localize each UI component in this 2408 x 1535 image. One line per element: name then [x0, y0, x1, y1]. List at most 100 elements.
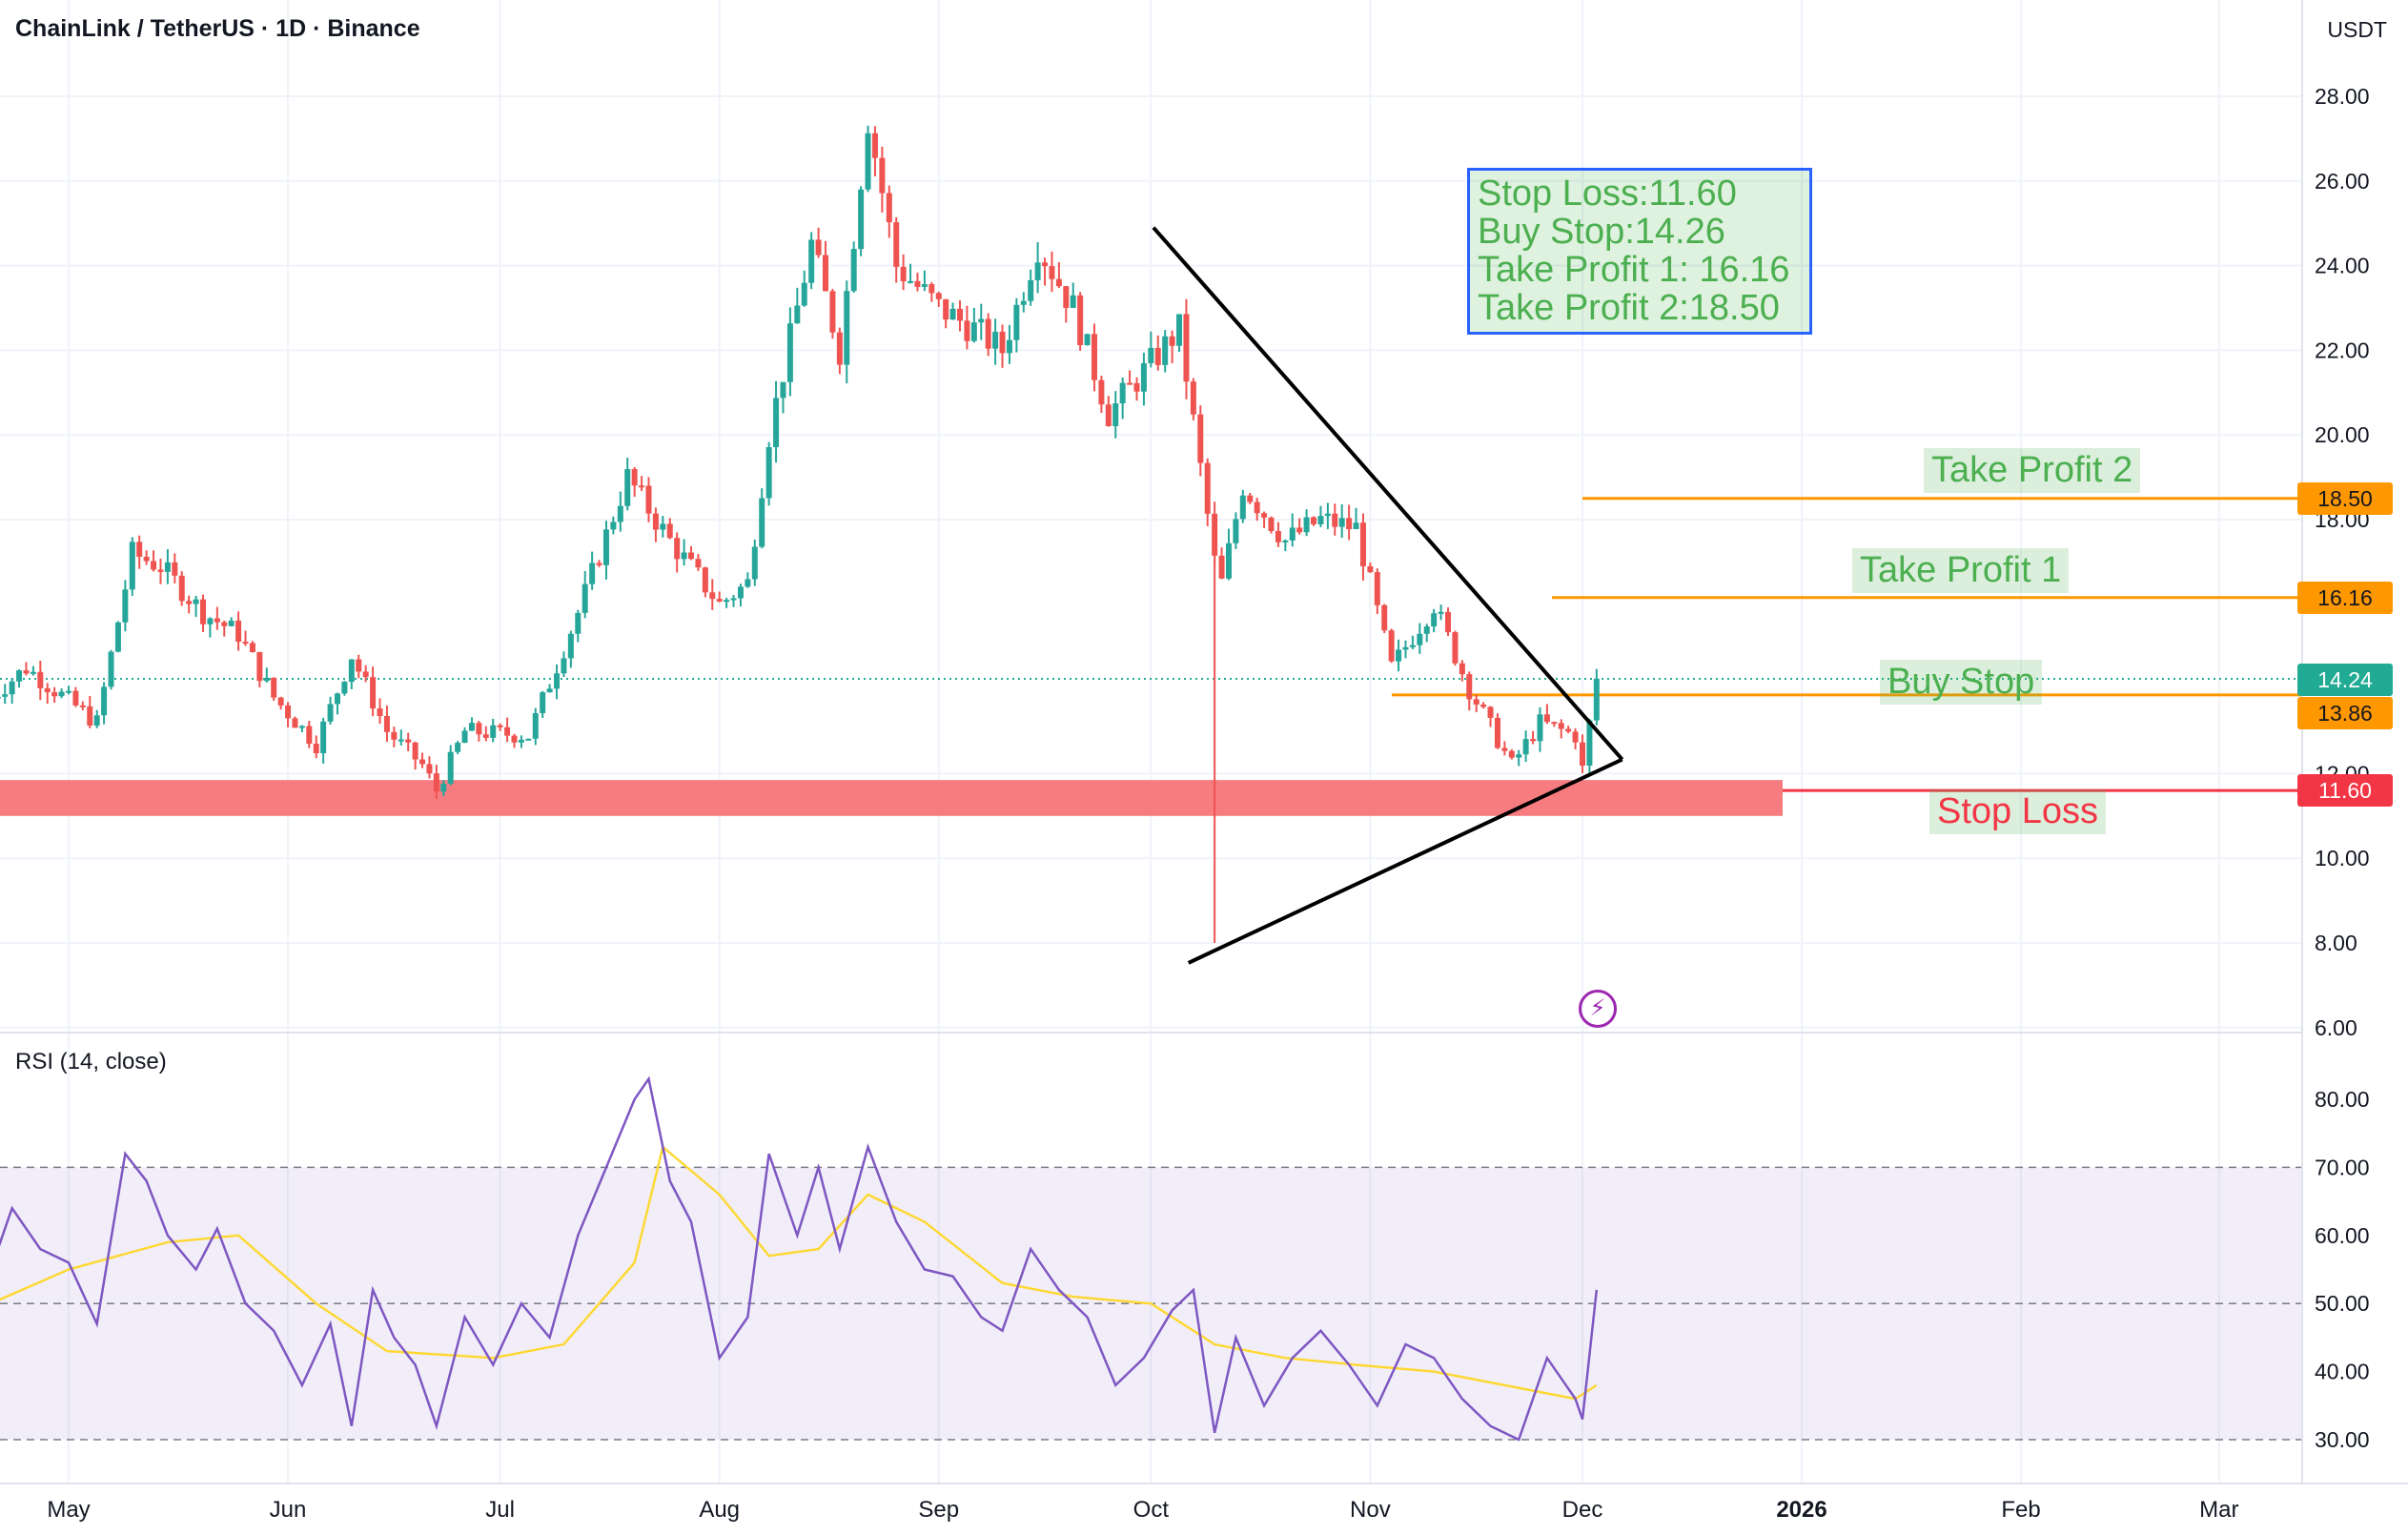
candle-body	[1190, 381, 1196, 415]
candle-body	[164, 562, 171, 572]
candle-body	[1225, 542, 1232, 579]
rsi-group	[0, 1032, 2408, 1442]
candle-body	[850, 249, 857, 292]
trade-info-box[interactable]: Stop Loss:11.60 Buy Stop:14.26 Take Prof…	[1467, 168, 1812, 335]
candle-body	[1140, 362, 1147, 392]
candle-body	[631, 469, 638, 486]
lightning-icon[interactable]: ⚡	[1579, 990, 1617, 1028]
candle-body	[1063, 286, 1070, 308]
candle-body	[617, 505, 623, 522]
info-line-buy-stop: Buy Stop:14.26	[1478, 212, 1725, 252]
candle-body	[1268, 517, 1275, 531]
candle-body	[1324, 513, 1331, 517]
candle-body	[30, 671, 36, 674]
candle-body	[956, 308, 963, 321]
price-tag-current: 14.24	[2297, 664, 2393, 696]
candle-body	[929, 284, 935, 294]
candle-body	[1417, 633, 1423, 645]
candle-body	[157, 569, 164, 572]
candle-body	[610, 522, 617, 530]
time-tick-label: Feb	[2001, 1497, 2040, 1523]
candle-body	[518, 739, 524, 743]
candle-body	[468, 723, 475, 731]
candle-body	[1473, 699, 1479, 705]
candle-body	[1431, 613, 1438, 627]
candle-body	[235, 620, 242, 643]
candle-body	[356, 659, 362, 672]
candle-body	[1452, 632, 1459, 664]
candle-body	[1055, 278, 1062, 287]
candle-body	[808, 239, 815, 283]
candle-body	[370, 677, 377, 709]
candle-body	[964, 320, 970, 341]
candle-body	[1239, 495, 1246, 520]
candle-body	[801, 282, 807, 306]
candle-body	[688, 552, 695, 560]
candle-body	[815, 239, 822, 256]
candle-body	[447, 751, 454, 784]
candle-body	[645, 485, 652, 514]
candle-body	[1162, 336, 1169, 365]
candle-body	[921, 284, 928, 287]
candle-body	[1296, 527, 1303, 533]
candle-body	[497, 725, 503, 727]
candle-body	[949, 308, 956, 320]
candle-body	[1580, 742, 1585, 767]
candle-body	[214, 618, 220, 623]
candle-body	[1233, 519, 1239, 543]
candle-body	[1338, 518, 1345, 527]
candle-body	[666, 523, 673, 539]
candle-body	[751, 546, 758, 580]
candle-body	[511, 735, 518, 743]
rsi-tick-label: 50.00	[2315, 1291, 2370, 1316]
triangle-upper-line	[1152, 226, 1624, 761]
candle-body	[1028, 279, 1034, 301]
candle-body	[829, 291, 836, 333]
info-line-tp1: Take Profit 1: 16.16	[1478, 250, 1790, 290]
candle-body	[1551, 722, 1558, 725]
candle-body	[1098, 379, 1105, 405]
price-tag-buy-stop: 13.86	[2297, 697, 2393, 729]
candle-body	[575, 612, 582, 634]
candle-body	[660, 523, 666, 530]
candle-body	[1154, 347, 1161, 365]
candle-body	[306, 726, 313, 745]
candle-body	[79, 705, 86, 707]
candle-body	[186, 601, 193, 604]
candle-body	[292, 718, 298, 728]
candle-body	[1091, 334, 1097, 380]
candle-body	[1374, 572, 1380, 605]
label-take-profit-1: Take Profit 1	[1852, 548, 2070, 593]
candle-body	[327, 704, 334, 722]
candle-body	[1077, 295, 1084, 346]
candle-body	[639, 485, 645, 488]
candle-body	[1459, 663, 1465, 675]
candle-body	[1105, 404, 1112, 426]
currency-label[interactable]: USDT	[2327, 17, 2387, 42]
candle-body	[0, 696, 1, 699]
candle-body	[1197, 414, 1204, 463]
candle-body	[1593, 678, 1600, 721]
rsi-tick-label: 70.00	[2315, 1155, 2370, 1179]
candle-body	[221, 622, 228, 626]
candle-body	[702, 567, 708, 593]
candle-body	[256, 651, 263, 682]
candle-body	[2, 694, 9, 697]
candle-body	[1254, 501, 1260, 514]
candle-body	[1261, 513, 1268, 518]
candle-body	[341, 682, 348, 694]
candle-body	[1346, 518, 1353, 529]
candle-body	[72, 690, 79, 706]
candle-body	[745, 579, 751, 587]
candle-body	[455, 743, 461, 752]
candle-body	[525, 738, 532, 741]
candle-body	[900, 266, 907, 282]
candle-body	[1013, 304, 1020, 340]
candle-body	[433, 773, 439, 792]
price-tick-label: 28.00	[2315, 84, 2370, 109]
candle-body	[730, 598, 737, 601]
info-line-stop-loss: Stop Loss:11.60	[1478, 174, 1737, 214]
candle-body	[794, 305, 801, 324]
candle-body	[228, 620, 235, 626]
